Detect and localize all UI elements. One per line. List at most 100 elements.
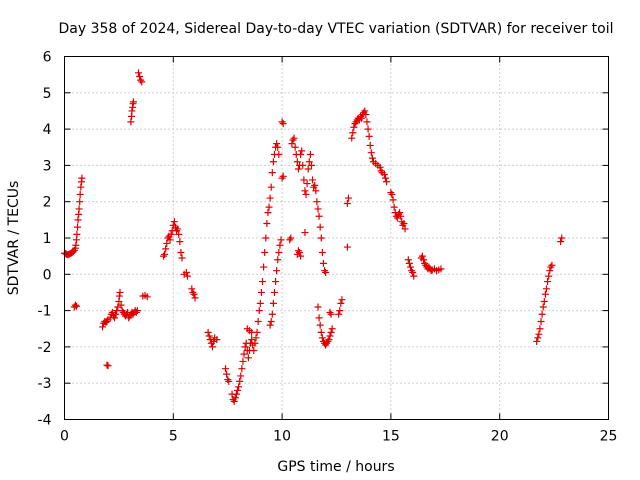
data-point: [239, 357, 247, 365]
data-point: [176, 238, 184, 246]
data-point: [317, 328, 325, 336]
data-point: [99, 323, 107, 331]
data-point: [377, 167, 385, 175]
data-point: [536, 325, 544, 333]
data-point: [170, 218, 178, 226]
data-point: [266, 321, 274, 329]
data-point: [325, 336, 333, 344]
data-point: [326, 332, 334, 340]
y-tick-label: 4: [43, 122, 52, 138]
data-point: [548, 261, 556, 269]
data-point: [161, 250, 169, 258]
data-point: [337, 299, 345, 307]
data-point: [349, 129, 357, 137]
data-point: [297, 151, 305, 159]
data-point: [112, 310, 120, 318]
data-point: [296, 249, 304, 257]
data-point: [301, 229, 309, 237]
data-point: [162, 245, 170, 253]
data-point: [388, 190, 396, 198]
data-point: [368, 154, 376, 162]
data-point: [74, 216, 82, 224]
data-point: [73, 230, 81, 238]
data-point: [315, 212, 323, 220]
data-point: [335, 310, 343, 318]
data-point: [115, 292, 123, 300]
y-tick-label: -2: [38, 340, 52, 356]
data-point: [256, 299, 264, 307]
data-point: [312, 187, 320, 195]
data-point: [286, 236, 294, 244]
data-point: [78, 174, 86, 182]
data-point: [235, 383, 243, 391]
data-point: [137, 76, 145, 84]
data-point: [538, 310, 546, 318]
data-point: [204, 328, 212, 336]
data-point: [545, 272, 553, 280]
data-point: [343, 200, 351, 208]
data-point: [272, 278, 280, 286]
data-point: [348, 134, 356, 142]
data-point: [336, 307, 344, 315]
data-point: [274, 143, 282, 151]
data-point: [362, 111, 370, 119]
data-point: [409, 268, 417, 276]
x-tick-label: 20: [491, 429, 509, 445]
data-point: [383, 178, 391, 186]
data-point: [273, 267, 281, 275]
data-point: [315, 314, 323, 322]
y-tick-label: 0: [43, 267, 52, 283]
data-point: [223, 370, 231, 378]
data-point: [276, 241, 284, 249]
data-point: [254, 317, 262, 325]
data-point: [275, 151, 283, 159]
data-point: [307, 161, 315, 169]
data-point: [267, 183, 275, 191]
data-point: [365, 132, 373, 140]
data-point: [539, 303, 547, 311]
data-point: [326, 308, 334, 316]
data-point: [350, 123, 358, 131]
data-point: [313, 198, 321, 206]
data-point: [236, 377, 244, 385]
data-point: [363, 118, 371, 126]
data-point: [208, 343, 216, 351]
data-point: [540, 298, 548, 306]
data-point: [225, 377, 233, 385]
data-point: [557, 238, 565, 246]
data-point: [311, 181, 319, 189]
data-point: [259, 278, 267, 286]
data-point: [546, 267, 554, 275]
data-point: [291, 143, 299, 151]
chart-title: Day 358 of 2024, Sidereal Day-to-day VTE…: [58, 21, 613, 37]
data-point: [300, 176, 308, 184]
data-point: [74, 223, 82, 231]
data-point: [406, 263, 414, 271]
data-point: [174, 225, 182, 233]
data-point: [301, 187, 309, 195]
data-point: [405, 259, 413, 267]
data-point: [268, 169, 276, 177]
data-point: [278, 174, 286, 182]
data-point: [127, 118, 135, 126]
data-point: [537, 317, 545, 325]
data-point: [541, 290, 549, 298]
y-tick-label: -3: [38, 376, 52, 392]
data-point: [364, 125, 372, 133]
data-point: [116, 288, 124, 296]
data-point: [77, 183, 85, 191]
y-tick-label: 6: [43, 50, 52, 66]
data-point: [136, 72, 144, 80]
y-tick-label: 3: [43, 158, 52, 174]
data-point: [279, 172, 287, 180]
data-point: [111, 314, 119, 322]
y-tick-label: -4: [38, 413, 52, 429]
data-point: [317, 234, 325, 242]
data-point: [305, 158, 313, 166]
data-point: [289, 136, 297, 144]
data-point: [72, 302, 80, 310]
data-point: [133, 307, 141, 315]
y-tick-label: 1: [43, 231, 52, 247]
tick-labels: 0 5 10 15 20 25 -4 -3 -2 -1 0 1 2 3 4 5 6: [38, 50, 618, 445]
data-point: [233, 386, 241, 394]
